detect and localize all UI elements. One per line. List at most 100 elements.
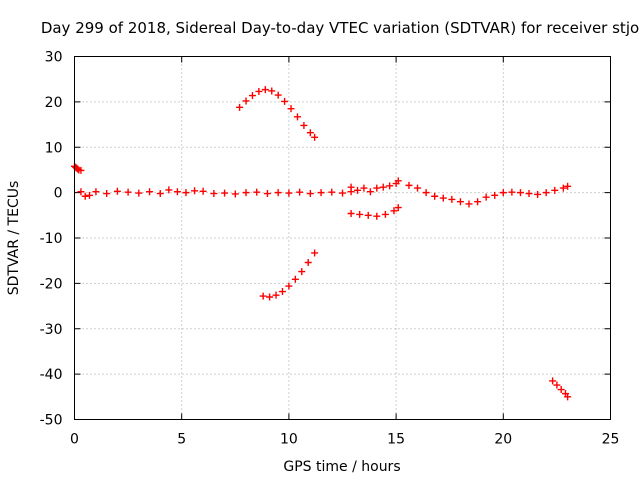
data-point <box>491 191 499 199</box>
y-tick-label: 20 <box>45 95 63 111</box>
data-point <box>482 193 490 201</box>
series-arc_lower <box>259 249 319 301</box>
y-axis-label: SDTVAR / TECUs <box>6 181 22 296</box>
data-point <box>173 188 181 196</box>
data-point <box>199 187 207 195</box>
data-point <box>394 177 402 185</box>
data-point <box>306 190 314 198</box>
data-point <box>304 259 312 267</box>
data-point <box>553 381 561 389</box>
data-point <box>557 386 565 394</box>
data-point <box>231 190 239 198</box>
data-point <box>379 183 387 191</box>
data-point <box>311 133 319 141</box>
y-tick-label: -10 <box>40 231 63 247</box>
data-point <box>74 165 82 173</box>
data-point <box>253 188 261 196</box>
data-point <box>448 195 456 203</box>
x-tick-label: 5 <box>177 432 186 448</box>
data-point <box>268 87 276 95</box>
data-point <box>298 268 306 276</box>
y-tick-label: -40 <box>40 367 63 383</box>
data-point <box>248 92 256 100</box>
data-point <box>272 291 280 299</box>
plot-frame <box>74 56 611 420</box>
data-point <box>347 183 355 191</box>
data-point <box>259 292 267 300</box>
data-point <box>291 275 299 283</box>
data-point <box>414 184 422 192</box>
ticks-layer: -50 -40 -30 -20 -10 0 10 20 30 0 5 10 15 20 25 <box>40 50 620 448</box>
data-point <box>306 129 314 137</box>
data-point <box>261 86 269 94</box>
x-axis-label: GPS time / hours <box>283 459 400 475</box>
data-point <box>516 189 524 197</box>
data-point <box>386 182 394 190</box>
data-point <box>236 103 244 111</box>
data-point <box>77 166 85 174</box>
data-point <box>146 188 154 196</box>
data-point <box>328 188 336 196</box>
y-tick-label: -20 <box>40 276 63 292</box>
data-point <box>559 184 567 192</box>
data-point <box>293 113 301 121</box>
data-point <box>373 184 381 192</box>
y-tick-label: -50 <box>40 413 63 429</box>
series-baseline_c <box>347 177 402 196</box>
data-point <box>77 188 85 196</box>
data-point <box>287 105 295 113</box>
data-point <box>285 282 293 290</box>
data-point <box>422 189 430 197</box>
y-tick-label: 10 <box>45 140 63 156</box>
data-point <box>405 181 413 189</box>
data-point <box>339 189 346 197</box>
data-point <box>86 191 94 199</box>
data-point <box>564 393 572 401</box>
y-tick-label: -30 <box>40 322 63 338</box>
data-point <box>242 97 250 105</box>
x-tick-label: 20 <box>494 432 512 448</box>
series-arc_upper <box>236 86 319 141</box>
x-tick-label: 10 <box>280 432 298 448</box>
data-point <box>381 210 389 218</box>
x-tick-label: 0 <box>70 432 79 448</box>
x-tick-label: 15 <box>387 432 405 448</box>
data-point <box>542 189 550 197</box>
data-point <box>274 189 282 197</box>
data-point <box>431 192 439 200</box>
data-point <box>366 188 374 196</box>
data-point <box>356 210 364 218</box>
data-point <box>354 186 362 194</box>
data-point <box>266 293 274 301</box>
data-point <box>156 190 164 198</box>
data-point <box>551 186 559 194</box>
data-point <box>92 188 100 196</box>
data-point <box>317 189 325 197</box>
data-point <box>534 190 542 198</box>
data-point <box>499 189 507 197</box>
data-point <box>456 198 464 206</box>
data-point <box>525 190 533 198</box>
data-point <box>360 184 368 192</box>
series-baseline_b <box>77 186 355 200</box>
data-point <box>564 182 572 190</box>
data-point <box>300 121 308 129</box>
data-point <box>103 190 111 198</box>
data-point <box>281 97 289 105</box>
data-point <box>296 188 304 196</box>
data-point <box>278 288 286 296</box>
y-tick-label: 0 <box>54 186 63 202</box>
data-point <box>242 189 250 197</box>
data-point <box>373 212 381 220</box>
data-point <box>390 207 398 215</box>
data-point <box>165 186 173 194</box>
data-point <box>113 187 121 195</box>
data-point <box>124 188 132 196</box>
data-point <box>255 87 263 95</box>
data-point <box>311 249 319 257</box>
data-point <box>285 189 293 197</box>
data-point <box>81 192 89 200</box>
data-point <box>135 189 143 197</box>
data-point <box>394 204 402 212</box>
